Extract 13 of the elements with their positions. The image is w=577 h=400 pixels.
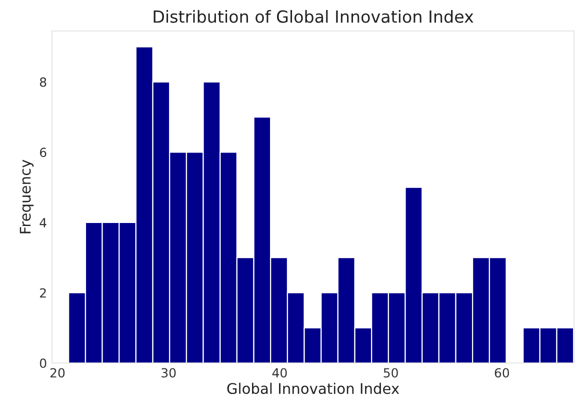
chart-title: Distribution of Global Innovation Index <box>154 10 474 23</box>
x-tick-label: 40 <box>272 368 287 378</box>
y-tick-label: 0 <box>40 358 46 368</box>
x-tick-label: 50 <box>384 368 398 378</box>
y-axis-title: Frequency <box>20 160 34 234</box>
x-tick-label: 60 <box>494 368 510 378</box>
x-tick-label: 20 <box>50 368 65 378</box>
y-tick-label: 6 <box>40 148 46 158</box>
y-tick-label: 8 <box>40 77 46 87</box>
x-axis-title: Global Innovation Index <box>227 382 400 394</box>
y-tick-label: 2 <box>40 288 46 298</box>
y-tick-label: 4 <box>40 218 46 228</box>
x-tick-label: 30 <box>162 368 176 378</box>
